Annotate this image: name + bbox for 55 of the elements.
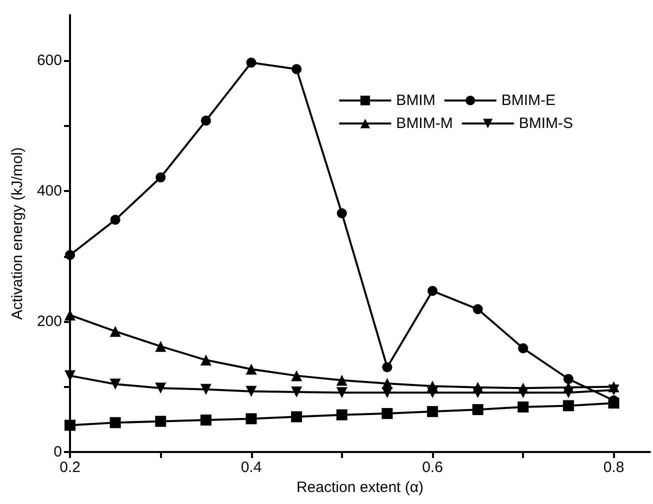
- point: [382, 362, 392, 372]
- point: [608, 384, 620, 396]
- point: [200, 116, 211, 126]
- point: [200, 414, 212, 426]
- point: [472, 404, 484, 416]
- y-axis-title: Activation energy (kJ/mol): [9, 147, 26, 320]
- x-tick-label: 0.6: [422, 459, 443, 476]
- point: [64, 420, 76, 431]
- point: [472, 387, 484, 398]
- legend-label: BMIM-M: [396, 115, 453, 132]
- point: [563, 374, 574, 384]
- point: [246, 364, 257, 375]
- point: [110, 378, 121, 390]
- y-tick-label: 0: [54, 444, 62, 460]
- point: [200, 384, 212, 395]
- point: [427, 406, 438, 418]
- point: [200, 354, 212, 366]
- point: [155, 382, 166, 394]
- point: [472, 304, 483, 314]
- point: [428, 286, 438, 296]
- point: [562, 387, 574, 398]
- point: [110, 214, 120, 225]
- point: [291, 370, 302, 382]
- point: [336, 409, 348, 420]
- x-tick-label: 0.4: [240, 459, 262, 476]
- point: [291, 386, 302, 398]
- y-tick-label: 600: [36, 52, 62, 70]
- point: [518, 401, 529, 412]
- point: [336, 387, 348, 398]
- point: [518, 387, 529, 398]
- point: [336, 208, 347, 218]
- point: [427, 387, 438, 398]
- point: [292, 64, 302, 74]
- point: [246, 58, 256, 68]
- x-tick-label: 0.8: [603, 459, 624, 476]
- point: [518, 343, 528, 354]
- point: [110, 326, 121, 337]
- x-tick-label: 0.2: [60, 459, 80, 476]
- point: [562, 400, 574, 412]
- point: [156, 172, 166, 182]
- point: [291, 411, 302, 422]
- point: [336, 374, 348, 386]
- point: [382, 408, 393, 420]
- point: [246, 386, 257, 397]
- legend-label: BMIM-E: [501, 92, 556, 109]
- y-tick-label: 400: [36, 182, 62, 200]
- point: [110, 417, 121, 428]
- point: [155, 340, 166, 352]
- y-tick-label: 200: [36, 313, 62, 330]
- legend-label: BMIM: [396, 92, 436, 109]
- point: [382, 387, 393, 398]
- legend-label: BMIM-S: [518, 115, 574, 132]
- point: [246, 413, 257, 424]
- x-axis-title: Reaction extent (α): [296, 478, 424, 496]
- point: [155, 416, 166, 427]
